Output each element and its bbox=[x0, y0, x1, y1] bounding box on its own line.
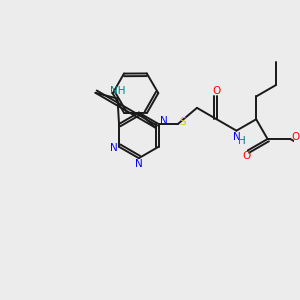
Text: NH: NH bbox=[110, 86, 125, 96]
Text: H: H bbox=[238, 136, 246, 146]
Text: O: O bbox=[292, 132, 300, 142]
Text: S: S bbox=[180, 117, 186, 127]
Text: N: N bbox=[110, 143, 118, 153]
Text: N: N bbox=[135, 159, 142, 169]
Text: N: N bbox=[233, 132, 241, 142]
Text: N: N bbox=[160, 116, 167, 126]
Text: O: O bbox=[242, 151, 250, 161]
Text: O: O bbox=[213, 85, 221, 96]
